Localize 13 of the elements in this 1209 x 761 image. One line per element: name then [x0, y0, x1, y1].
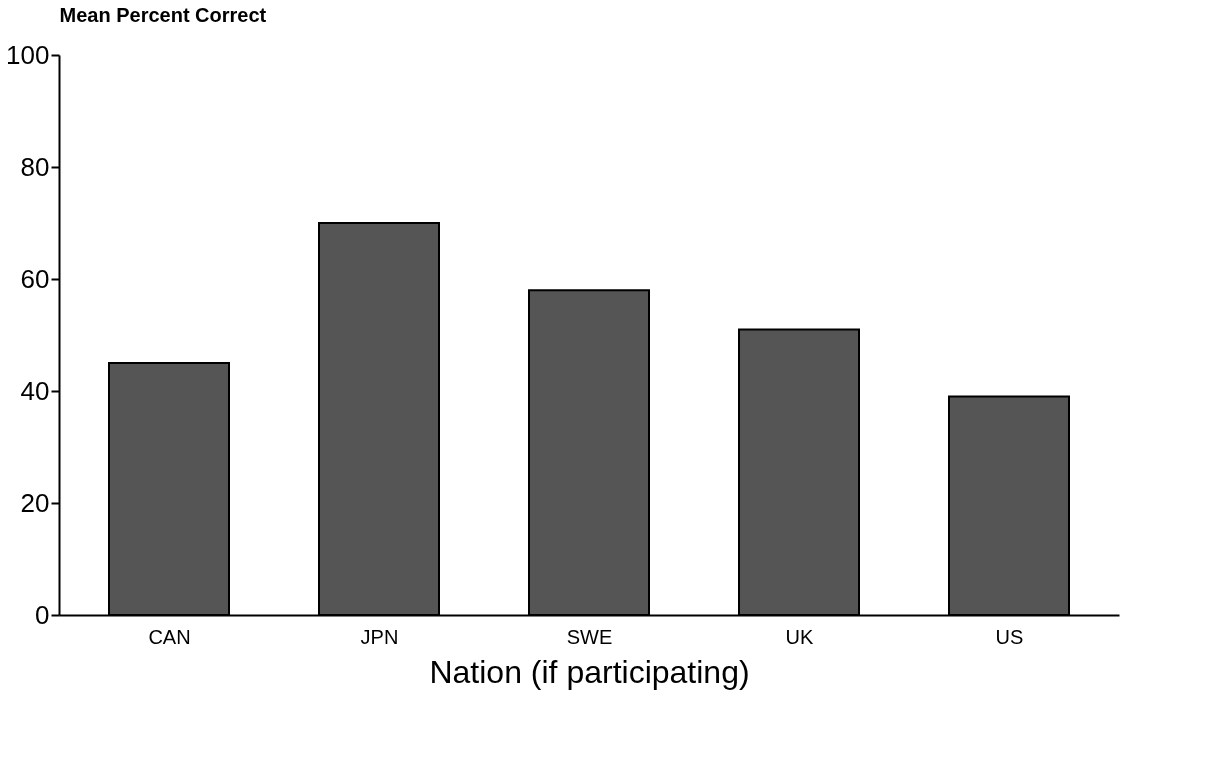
y-axis-title: Mean Percent Correct	[59, 3, 267, 26]
y-tick-label: 100	[6, 39, 50, 70]
y-tick-label: 80	[20, 151, 50, 182]
x-tick-label: US	[995, 625, 1024, 648]
y-tick-label: 40	[20, 375, 50, 406]
x-tick-label: JPN	[360, 625, 399, 648]
x-tick-label: CAN	[148, 625, 191, 648]
y-tick-label: 60	[20, 263, 50, 294]
x-tick-label: SWE	[566, 625, 613, 648]
y-tick-label: 20	[20, 487, 50, 518]
x-axis-title: Nation (if participating)	[429, 653, 750, 690]
x-tick-label: UK	[785, 625, 815, 648]
y-tick-label: 0	[35, 599, 50, 630]
